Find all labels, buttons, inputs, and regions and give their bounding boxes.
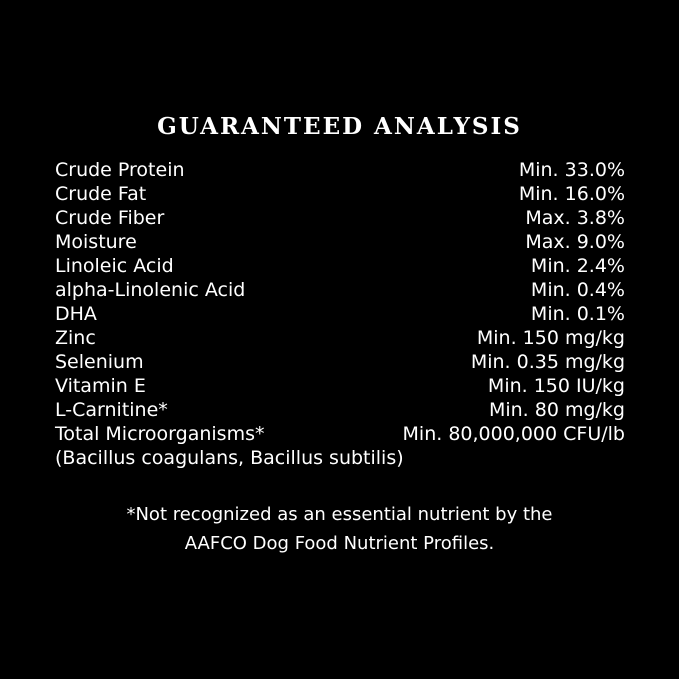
page-title: GUARANTEED ANALYSIS [157,113,522,140]
nutrient-name: Vitamin E [55,375,146,397]
analysis-row: L-Carnitine* Min. 80 mg/kg [55,398,625,422]
nutrient-value: Min. 0.1% [530,303,625,325]
nutrient-name: alpha-Linolenic Acid [55,279,246,301]
nutrient-value: Min. 33.0% [518,159,625,181]
nutrient-value: Min. 80 mg/kg [488,399,625,421]
analysis-row: Moisture Max. 9.0% [55,230,625,254]
analysis-row: Crude Fat Min. 16.0% [55,182,625,206]
nutrient-name: DHA [55,303,97,325]
nutrient-name: Crude Protein [55,159,185,181]
analysis-row: DHA Min. 0.1% [55,302,625,326]
analysis-row: Zinc Min. 150 mg/kg [55,326,625,350]
analysis-row: Vitamin E Min. 150 IU/kg [55,374,625,398]
footnote-line-2: AAFCO Dog Food Nutrient Profiles. [184,533,495,554]
nutrient-value: Max. 9.0% [525,231,625,253]
microorganisms-note: (Bacillus coagulans, Bacillus subtilis) [55,447,404,469]
nutrient-name: Crude Fat [55,183,147,205]
nutrient-name: Moisture [55,231,137,253]
nutrient-value: Min. 0.35 mg/kg [470,351,625,373]
nutrient-name: L-Carnitine* [55,399,168,421]
nutrient-value: Min. 150 IU/kg [487,375,625,397]
nutrient-value: Min. 150 mg/kg [476,327,625,349]
analysis-row: Crude Protein Min. 33.0% [55,158,625,182]
nutrient-value: Min. 80,000,000 CFU/lb [402,423,625,445]
analysis-row: alpha-Linolenic Acid Min. 0.4% [55,278,625,302]
nutrient-value: Min. 16.0% [518,183,625,205]
nutrient-name: Total Microorganisms* [55,423,265,445]
nutrient-value: Min. 2.4% [530,255,625,277]
analysis-row: Crude Fiber Max. 3.8% [55,206,625,230]
nutrient-value: Max. 3.8% [525,207,625,229]
nutrient-name: Crude Fiber [55,207,165,229]
footnote-line-1: *Not recognized as an essential nutrient… [126,504,553,525]
nutrient-name: Linoleic Acid [55,255,174,277]
analysis-row: Selenium Min. 0.35 mg/kg [55,350,625,374]
nutrient-name: Selenium [55,351,144,373]
analysis-row: Linoleic Acid Min. 2.4% [55,254,625,278]
analysis-row: Total Microorganisms* Min. 80,000,000 CFU… [55,422,625,446]
footnote: *Not recognized as an essential nutrient… [0,500,679,558]
analysis-table: Crude Protein Min. 33.0% Crude Fat Min. 16.… [55,158,625,470]
nutrient-name: Zinc [55,327,96,349]
nutrient-value: Min. 0.4% [530,279,625,301]
